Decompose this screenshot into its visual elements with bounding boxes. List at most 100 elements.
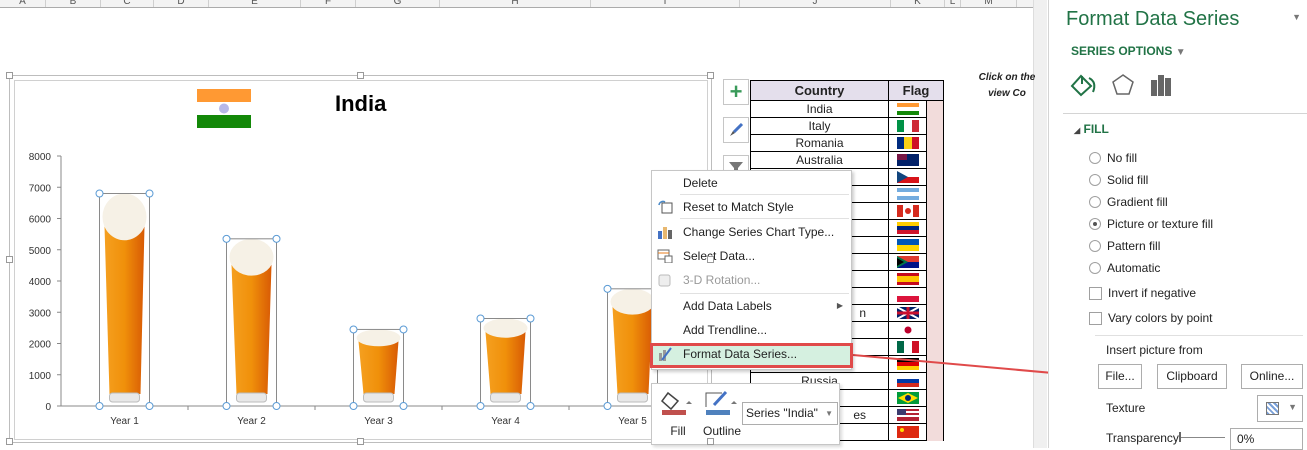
column-header-M[interactable]: M — [961, 0, 1017, 7]
bar-selection-box[interactable] — [353, 328, 404, 407]
transparency-slider[interactable] — [1179, 432, 1225, 442]
checkbox-vary-colors-by-point[interactable]: Vary colors by point — [1089, 311, 1213, 325]
radio-solid-fill[interactable]: Solid fill — [1089, 173, 1148, 187]
flag-cell[interactable] — [888, 253, 927, 271]
flag-cell[interactable] — [888, 389, 927, 407]
fill-line-tab-icon[interactable] — [1069, 70, 1099, 100]
radio-button[interactable] — [1089, 174, 1101, 186]
selection-handle[interactable] — [603, 284, 612, 293]
selection-handle[interactable] — [476, 402, 485, 410]
chart-resize-handle[interactable] — [357, 438, 364, 445]
bar-selection-box[interactable] — [480, 318, 531, 407]
flag-cell[interactable] — [888, 270, 927, 288]
radio-pattern-fill[interactable]: Pattern fill — [1089, 239, 1160, 253]
radio-button[interactable] — [1089, 218, 1101, 230]
menu-item-change-series-chart-type[interactable]: Change Series Chart Type... — [652, 221, 851, 243]
column-header-C[interactable]: C — [101, 0, 154, 7]
country-cell[interactable]: Romania — [750, 134, 889, 152]
radio-automatic[interactable]: Automatic — [1089, 261, 1160, 275]
beer-glass-bar[interactable] — [612, 306, 653, 394]
checkbox-invert-if-negative[interactable]: Invert if negative — [1089, 286, 1196, 300]
selection-handle[interactable] — [145, 189, 154, 198]
selection-handle[interactable] — [222, 234, 231, 243]
effects-tab-pentagon-icon[interactable] — [1111, 72, 1135, 98]
radio-button[interactable] — [1089, 240, 1101, 252]
flag-cell[interactable] — [888, 185, 927, 203]
flag-cell[interactable] — [888, 372, 927, 390]
series-options-dropdown[interactable]: SERIES OPTIONS ▼ — [1071, 44, 1186, 58]
pane-options-chevron-icon[interactable]: ▼ — [1292, 12, 1301, 22]
flag-cell[interactable] — [888, 304, 927, 322]
flag-cell[interactable] — [888, 202, 927, 220]
column-header-F[interactable]: F — [301, 0, 356, 7]
selection-handle[interactable] — [349, 325, 358, 334]
flag-cell[interactable] — [888, 151, 927, 169]
flag-cell[interactable] — [888, 168, 927, 186]
slider-thumb[interactable] — [1179, 432, 1181, 442]
radio-button[interactable] — [1089, 196, 1101, 208]
chart-resize-handle[interactable] — [707, 256, 714, 263]
flag-cell[interactable] — [888, 355, 927, 373]
flag-cell[interactable] — [888, 338, 927, 356]
chart-resize-handle[interactable] — [6, 72, 13, 79]
column-header-H[interactable]: H — [440, 0, 591, 7]
selection-handle[interactable] — [399, 402, 408, 410]
selection-handle[interactable] — [272, 234, 281, 243]
beer-glass-bar[interactable] — [485, 331, 526, 394]
bar-selection-box[interactable] — [99, 193, 150, 407]
column-header-G[interactable]: G — [356, 0, 440, 7]
flag-cell[interactable] — [888, 236, 927, 254]
column-header-L[interactable]: L — [945, 0, 961, 7]
chart-resize-handle[interactable] — [707, 438, 714, 445]
country-cell[interactable]: Italy — [750, 117, 889, 135]
fill-section-toggle[interactable]: ◢ FILL — [1074, 122, 1109, 136]
bar-selection-box[interactable] — [226, 238, 277, 407]
series-select[interactable]: Series "India" ▼ — [742, 402, 838, 425]
menu-item-format-data-series[interactable]: Format Data Series... — [652, 343, 851, 365]
flag-cell[interactable] — [888, 321, 927, 339]
selection-handle[interactable] — [399, 325, 408, 334]
column-header-K[interactable]: K — [891, 0, 945, 7]
flag-cell[interactable] — [888, 287, 927, 305]
radio-button[interactable] — [1089, 152, 1101, 164]
outline-button[interactable]: Outline — [702, 389, 742, 441]
online-button[interactable]: Online... — [1241, 364, 1303, 389]
chart-filters-button[interactable] — [723, 155, 749, 181]
column-header-A[interactable]: A — [0, 0, 46, 7]
radio-button[interactable] — [1089, 262, 1101, 274]
menu-item-delete[interactable]: Delete — [652, 172, 851, 194]
beer-glass-bar[interactable] — [104, 226, 145, 394]
menu-item-select-data[interactable]: Select Data... — [652, 245, 851, 267]
selection-handle[interactable] — [476, 314, 485, 323]
column-header-B[interactable]: B — [46, 0, 101, 7]
menu-item-reset-to-match-style[interactable]: Reset to Match Style — [652, 196, 851, 218]
column-header-J[interactable]: J — [740, 0, 891, 7]
selection-handle[interactable] — [349, 402, 358, 410]
fill-button[interactable]: Fill — [660, 389, 696, 441]
beer-glass-bar[interactable] — [358, 341, 399, 394]
radio-gradient-fill[interactable]: Gradient fill — [1089, 195, 1168, 209]
clipboard-button[interactable]: Clipboard — [1157, 364, 1227, 389]
chart-elements-button[interactable]: + — [723, 79, 749, 105]
menu-item-add-data-labels[interactable]: Add Data Labels ▶ — [652, 295, 851, 317]
chart-styles-button[interactable] — [723, 117, 749, 143]
flag-cell[interactable] — [888, 219, 927, 237]
selection-handle[interactable] — [272, 402, 281, 410]
selection-handle[interactable] — [95, 189, 104, 198]
vertical-scrollbar[interactable] — [1033, 0, 1047, 448]
selection-handle[interactable] — [603, 402, 612, 410]
flag-cell[interactable] — [888, 406, 927, 424]
flag-cell[interactable] — [888, 100, 927, 118]
flag-cell[interactable] — [888, 423, 927, 441]
file-button[interactable]: File... — [1098, 364, 1142, 389]
column-header-I[interactable]: I — [591, 0, 740, 7]
menu-item-add-trendline[interactable]: Add Trendline... — [652, 319, 851, 341]
country-cell[interactable]: Australia — [750, 151, 889, 169]
country-cell[interactable]: India — [750, 100, 889, 118]
chart-resize-handle[interactable] — [357, 72, 364, 79]
selection-handle[interactable] — [526, 314, 535, 323]
column-header-D[interactable]: D — [154, 0, 209, 7]
chart-resize-handle[interactable] — [6, 256, 13, 263]
series-options-tab-bar-icon[interactable] — [1149, 74, 1173, 96]
chart-area[interactable]: India 0 1000 2000 3000 4000 5000 6000 7000 8000 Y… — [14, 80, 708, 440]
